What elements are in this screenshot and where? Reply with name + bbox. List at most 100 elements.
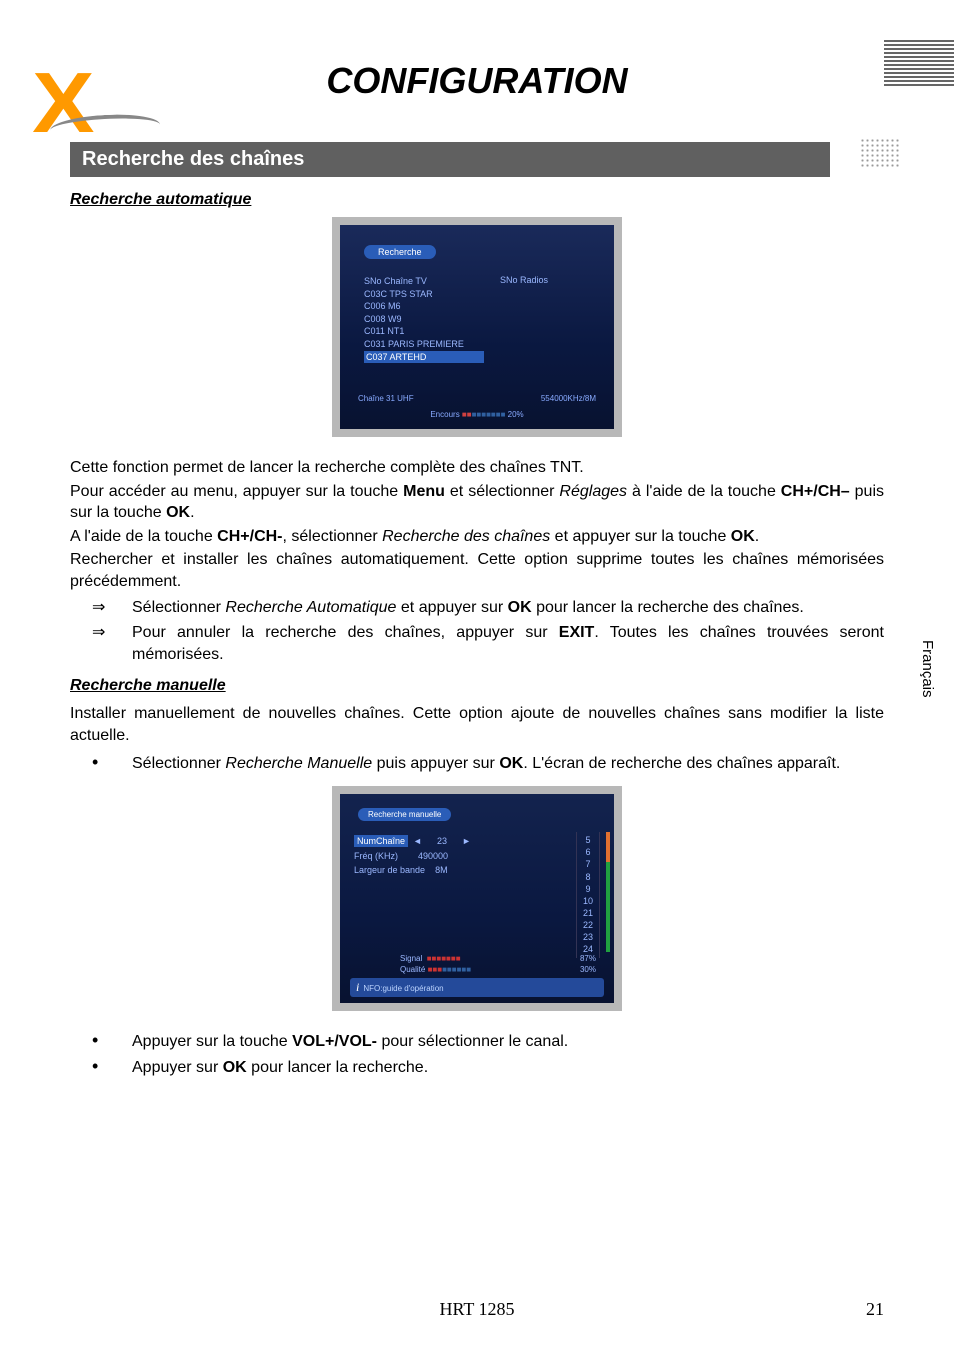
sc2-quality-row: Qualité xyxy=(400,965,471,975)
screenshot-auto-search: Recherche SNo Chaîne TV C03C TPS STAR C0… xyxy=(332,217,622,437)
sc1-row: C011 NT1 xyxy=(364,325,484,338)
sc2-list-item: 5 xyxy=(583,834,593,846)
sc1-progress-bar-icon xyxy=(462,410,506,419)
text: Sélectionner xyxy=(132,599,225,616)
sc1-row: C008 W9 xyxy=(364,313,484,326)
sc1-progress-pct: 20% xyxy=(505,410,523,419)
text: à l'aide de la touche xyxy=(627,483,781,500)
footer-model: HRT 1285 xyxy=(0,1299,954,1320)
list-item: Appuyer sur la touche VOL+/VOL- pour sél… xyxy=(92,1031,884,1053)
sc2-list-item: 6 xyxy=(583,846,593,858)
sc2-scrollbar-icon xyxy=(606,832,610,952)
sc2-list-item: 7 xyxy=(583,858,593,870)
sc2-signal-quality: Signal Qualité xyxy=(400,954,471,975)
text-bold: Menu xyxy=(403,483,445,500)
sc2-list-item: 23 xyxy=(583,931,593,943)
sc1-row: C031 PARIS PREMIERE xyxy=(364,338,484,351)
text: et sélectionner xyxy=(445,483,559,500)
text: Pour accéder au menu, appuyer sur la tou… xyxy=(70,483,403,500)
sc1-status-channel: Chaîne 31 UHF xyxy=(358,394,414,403)
sc2-channel-list: 5 6 7 8 9 10 21 22 23 24 xyxy=(576,832,600,957)
sc2-label: Fréq (KHz) xyxy=(354,851,398,861)
para: A l'aide de la touche CH+/CH-, sélection… xyxy=(70,526,884,548)
sc2-signal-pct: 87% 30% xyxy=(580,954,596,975)
sc2-label: Largeur de bande xyxy=(354,865,425,875)
sc2-info-bar: i NFO:guide d'opération xyxy=(350,978,604,997)
list-item: Pour annuler la recherche des chaînes, a… xyxy=(92,622,884,665)
text-bold: OK xyxy=(508,599,532,616)
sc1-progress-label: Encours xyxy=(430,410,462,419)
sc1-row: C006 M6 xyxy=(364,300,484,313)
text: A l'aide de la touche xyxy=(70,528,217,545)
text-bold: CH+/CH- xyxy=(217,528,282,545)
sc2-info-text: NFO:guide d'opération xyxy=(363,984,443,993)
sc1-tv-column: SNo Chaîne TV C03C TPS STAR C006 M6 C008… xyxy=(364,275,484,363)
list-item: Appuyer sur OK pour lancer la recherche. xyxy=(92,1057,884,1079)
auto-search-steps: Sélectionner Recherche Automatique et ap… xyxy=(92,597,884,666)
text: pour sélectionner le canal. xyxy=(377,1033,568,1050)
text-bold: CH+/CH– xyxy=(781,483,850,500)
page-number: 21 xyxy=(866,1299,884,1320)
sc1-tab-label: Recherche xyxy=(364,245,436,259)
text: Pour annuler la recherche des chaînes, a… xyxy=(132,624,559,641)
text-italic: Réglages xyxy=(559,483,627,500)
text-bold: OK xyxy=(166,504,190,521)
text: Sélectionner xyxy=(132,755,225,772)
text: . xyxy=(755,528,759,545)
sc2-list-item: 10 xyxy=(583,895,593,907)
text-bold: OK xyxy=(223,1059,247,1076)
text: Appuyer sur la touche xyxy=(132,1033,292,1050)
sc1-radio-column: SNo Radios xyxy=(500,275,548,285)
text-bold: OK xyxy=(499,755,523,772)
sc2-val: 8M xyxy=(435,865,448,875)
sc2-label-hl: NumChaîne xyxy=(354,835,408,847)
sc1-row: C03C TPS STAR xyxy=(364,288,484,301)
text-italic: Recherche Manuelle xyxy=(225,755,372,772)
sc2-qual-pct: 30% xyxy=(580,965,596,975)
section-heading: Recherche des chaînes xyxy=(70,142,830,177)
subsection-auto-search: Recherche automatique xyxy=(70,191,884,209)
text-bold: OK xyxy=(731,528,755,545)
sc1-status-freq: 554000KHz/8M xyxy=(541,394,596,403)
sc2-list-item: 9 xyxy=(583,883,593,895)
info-icon: i xyxy=(356,980,359,994)
text: . L'écran de recherche des chaînes appar… xyxy=(523,755,840,772)
sc2-params: NumChaîne ◄23► Fréq (KHz) 490000 Largeur… xyxy=(354,834,471,877)
sc2-val: 23 xyxy=(422,834,462,848)
list-item: Sélectionner Recherche Manuelle puis app… xyxy=(92,753,884,775)
text: . xyxy=(190,504,194,521)
sc2-list-item: 21 xyxy=(583,907,593,919)
screenshot-manual-search: Recherche manuelle NumChaîne ◄23► Fréq (… xyxy=(332,786,622,1011)
sc2-row: Largeur de bande 8M xyxy=(354,863,471,877)
sc1-row-highlighted: C037 ARTEHD xyxy=(364,351,484,364)
text-bold: VOL+/VOL- xyxy=(292,1033,377,1050)
text: pour lancer la recherche des chaînes. xyxy=(532,599,804,616)
subsection-manual-search: Recherche manuelle xyxy=(70,677,884,695)
para: Installer manuellement de nouvelles chaî… xyxy=(70,703,884,746)
sc1-progress: Encours 20% xyxy=(430,410,523,419)
text-italic: Recherche des chaînes xyxy=(382,528,550,545)
manual-search-step1: Sélectionner Recherche Manuelle puis app… xyxy=(92,753,884,775)
text-bold: EXIT xyxy=(559,624,595,641)
para: Rechercher et installer les chaînes auto… xyxy=(70,549,884,592)
sc2-quality-bar-icon xyxy=(428,965,472,974)
text: et appuyer sur xyxy=(396,599,507,616)
text: pour lancer la recherche. xyxy=(247,1059,428,1076)
sc2-signal-bar-icon xyxy=(427,954,461,963)
sc2-row: NumChaîne ◄23► xyxy=(354,834,471,848)
sc2-tab-label: Recherche manuelle xyxy=(358,808,451,821)
text-italic: Recherche Automatique xyxy=(225,599,396,616)
text: , sélectionner xyxy=(283,528,383,545)
sc2-val: 490000 xyxy=(418,851,448,861)
language-tab: Français xyxy=(919,640,936,698)
sc2-sig-pct: 87% xyxy=(580,954,596,964)
para: Cette fonction permet de lancer la reche… xyxy=(70,457,884,479)
sc2-sig-label: Signal xyxy=(400,954,422,963)
brand-logo: X xyxy=(70,60,884,130)
auto-search-description: Cette fonction permet de lancer la reche… xyxy=(70,457,884,593)
para: Pour accéder au menu, appuyer sur la tou… xyxy=(70,481,884,524)
text: et appuyer sur la touche xyxy=(550,528,731,545)
sc1-col-header: SNo Chaîne TV xyxy=(364,275,484,288)
sc2-qual-label: Qualité xyxy=(400,965,425,974)
sc2-row: Fréq (KHz) 490000 xyxy=(354,849,471,863)
